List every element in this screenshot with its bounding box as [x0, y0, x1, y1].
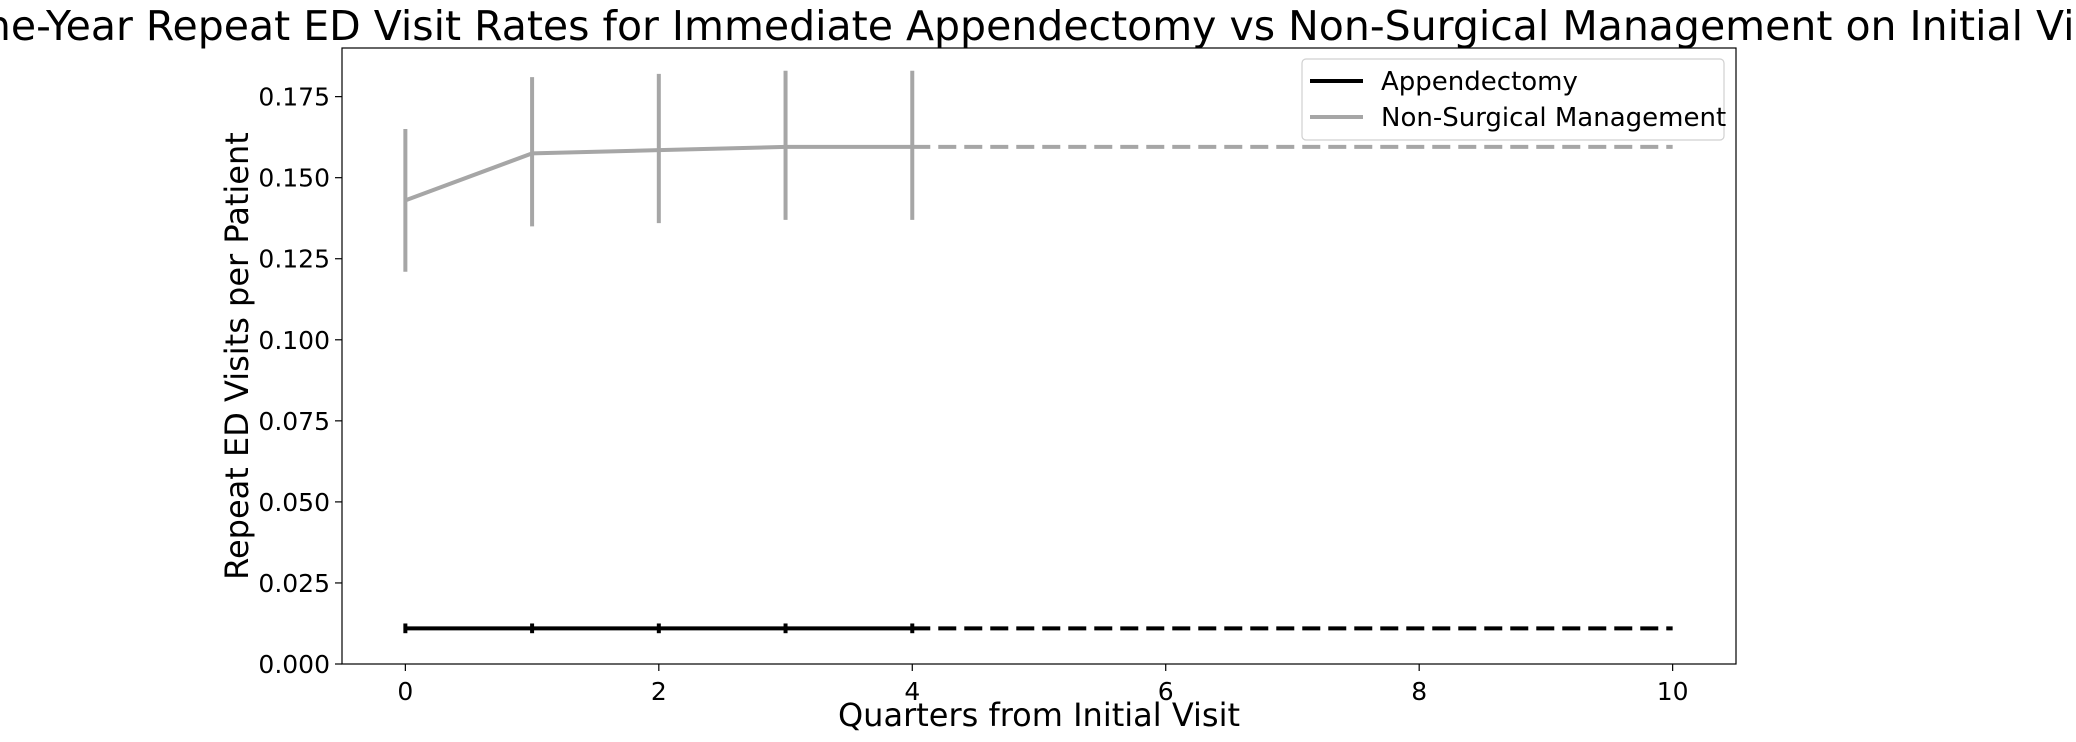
legend-label-non-surgical: Non-Surgical Management	[1381, 103, 1726, 133]
y-axis-label: Repeat ED Visits per Patient	[218, 132, 256, 580]
y-tick-label: 0.025	[258, 569, 330, 598]
series-1	[403, 70, 1673, 272]
x-tick-label: 8	[1411, 677, 1427, 706]
y-tick-label: 0.125	[258, 245, 330, 274]
legend-label-appendectomy: Appendectomy	[1381, 67, 1578, 97]
x-tick-label: 6	[1158, 677, 1174, 706]
y-tick-label: 0.075	[258, 407, 330, 436]
x-axis-label: Quarters from Initial Visit	[838, 696, 1240, 734]
plot-area	[403, 70, 1673, 634]
y-tick-label: 0.175	[258, 83, 330, 112]
chart-title: One-Year Repeat ED Visit Rates for Immed…	[0, 2, 2076, 50]
x-tick-label: 4	[904, 677, 920, 706]
y-axis: 0.000 0.025 0.050 0.075 0.100 0.125 0.150 0.175	[258, 83, 342, 679]
x-tick-label: 0	[397, 677, 413, 706]
y-tick-label: 0.050	[258, 488, 330, 517]
plot-frame	[341, 47, 1737, 665]
x-axis: 0 2 4 6 8 10	[397, 664, 1689, 706]
y-tick-label: 0.100	[258, 326, 330, 355]
y-tick-label: 0.000	[258, 650, 330, 679]
y-tick-label: 0.150	[258, 164, 330, 193]
legend: Appendectomy Non-Surgical Management	[1301, 58, 1726, 141]
x-tick-label: 10	[1657, 677, 1689, 706]
series-0	[403, 623, 1673, 634]
legend-frame	[1301, 58, 1725, 141]
x-tick-label: 2	[651, 677, 667, 706]
